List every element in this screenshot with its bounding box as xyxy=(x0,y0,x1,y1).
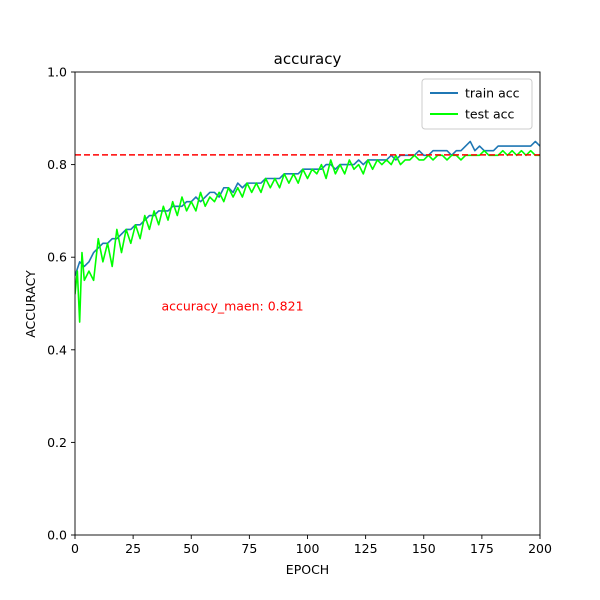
plot-area xyxy=(75,140,540,323)
x-axis-label: EPOCH xyxy=(286,562,329,577)
x-tick-label: 25 xyxy=(125,541,141,556)
y-tick-label: 1.0 xyxy=(47,65,67,80)
x-tick-label: 175 xyxy=(470,541,494,556)
accuracy-mean-annotation: accuracy_maen: 0.821 xyxy=(161,299,303,314)
x-tick-label: 100 xyxy=(296,541,320,556)
x-tick-label: 0 xyxy=(71,541,79,556)
x-tick-label: 125 xyxy=(354,541,378,556)
y-tick-label: 0.6 xyxy=(47,250,67,265)
y-tick-label: 0.2 xyxy=(47,435,67,450)
y-tick-label: 0.4 xyxy=(47,342,67,357)
y-axis-label: ACCURACY xyxy=(23,270,38,338)
x-tick-label: 150 xyxy=(412,541,436,556)
x-tick-label: 50 xyxy=(183,541,199,556)
y-tick-label: 0.8 xyxy=(47,157,67,172)
axes: 0 25 50 75 100 125 150 175 200 0.0 0.2 0.4 0.6 0.8 1.0 xyxy=(47,65,552,557)
series-line-test-acc xyxy=(75,149,540,323)
x-tick-label: 200 xyxy=(528,541,552,556)
legend-box xyxy=(421,78,533,130)
legend-label-test-acc: test acc xyxy=(465,107,515,122)
legend: train acc test acc xyxy=(421,78,533,130)
chart-title: accuracy xyxy=(274,50,342,68)
y-tick-label: 0.0 xyxy=(47,528,67,543)
x-tick-label: 75 xyxy=(241,541,257,556)
legend-label-train-acc: train acc xyxy=(465,86,520,101)
